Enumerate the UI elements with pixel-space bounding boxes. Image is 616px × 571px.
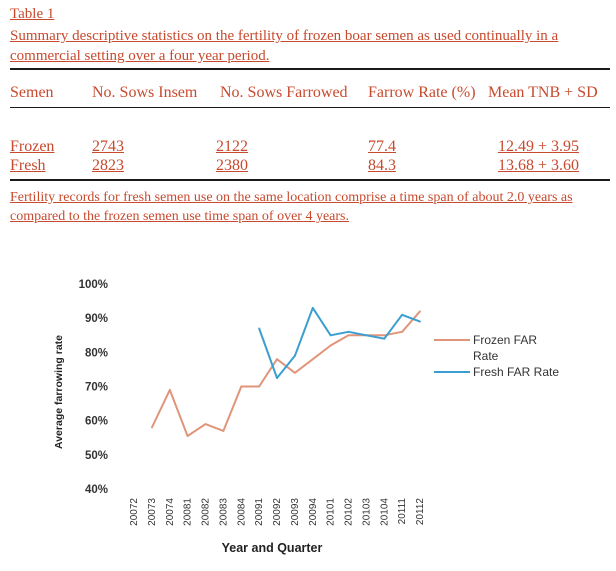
table-cell-r2-c2: 2823 (92, 157, 124, 174)
table-cell-r2-c4: 84.3 (368, 157, 396, 174)
frozen-data-point (401, 330, 403, 333)
fresh-data-point (365, 334, 368, 337)
frozen-data-point (151, 426, 153, 429)
table-header-rule (10, 107, 610, 108)
header-sows-insem: No. Sows Insem (92, 84, 198, 101)
frozen-data-point (186, 435, 189, 437)
x-tick-label: 20101 (326, 498, 337, 526)
x-tick-label: 20084 (236, 498, 247, 526)
chart-svg: 40%50%60%70%80%90%100% 20072 20073 20074 20… (53, 279, 559, 555)
fresh-data-point (383, 337, 386, 340)
table-cell-r2-c5: 13.68 + 3.60 (498, 157, 580, 174)
y-tick-label: 80% (85, 347, 108, 359)
table-title: Summary descriptive statistics on the fe… (10, 28, 559, 64)
x-tick-label: 20111 (397, 498, 408, 525)
header-sows-farrowed: No. Sows Farrowed (220, 84, 348, 101)
table-cell-r2-c3: 2380 (216, 157, 248, 174)
frozen-series-line (150, 310, 421, 437)
y-tick-label: 60% (85, 416, 108, 428)
frozen-data-point (240, 385, 243, 388)
chart-legend: Frozen FAR Rate Fresh FAR Rate (434, 333, 559, 379)
frozen-data-point (168, 389, 171, 391)
frozen-data-point (258, 385, 260, 388)
frozen-data-point (276, 358, 278, 361)
y-tick-label: 90% (85, 313, 108, 325)
y-tick-label: 50% (85, 450, 108, 462)
header-mean-tnb: Mean TNB + SD (488, 84, 598, 101)
farrowing-rate-chart: 40% 50% 60% 70% 80% 90% 100% 20072 20073 20074 20… (42, 262, 612, 562)
frozen-data-point (329, 344, 332, 347)
x-tick-label: 20074 (165, 498, 176, 526)
frozen-data-point (222, 430, 225, 432)
y-tick-label: 100% (79, 279, 108, 291)
table-cell-r1-c1: Frozen (10, 138, 55, 155)
frozen-data-point (204, 423, 207, 425)
fresh-data-point (347, 330, 350, 333)
x-tick-label: 20103 (361, 498, 372, 526)
table-cell-r1-c4: 77.4 (368, 138, 396, 155)
legend-frozen-label-2: Rate (473, 349, 499, 363)
x-tick-label: 20083 (218, 498, 229, 526)
frozen-data-point (311, 358, 314, 361)
fresh-data-point (329, 334, 332, 337)
fresh-data-point (276, 377, 278, 379)
fresh-data-point (401, 313, 403, 316)
y-axis-label: Average farrowing rate (53, 335, 65, 449)
legend-frozen-label-1: Frozen FAR (473, 333, 537, 347)
frozen-data-point (419, 310, 421, 313)
frozen-data-point (383, 334, 386, 337)
fresh-data-point (311, 307, 314, 309)
x-tick-label: 20092 (272, 498, 283, 526)
fresh-series-line (258, 306, 421, 379)
table-cell-r1-c2: 2743 (92, 138, 124, 155)
header-farrow-rate: Farrow Rate (%) (368, 84, 476, 101)
y-axis-ticks: 40% 50% 60% 70% 80% 90% 100% (79, 279, 108, 496)
table-cell-r1-c5: 12.49 + 3.95 (498, 138, 580, 155)
fresh-data-point (258, 327, 260, 330)
x-tick-label: 20094 (308, 498, 319, 526)
frozen-data-point (347, 334, 350, 337)
y-tick-label: 70% (85, 382, 108, 394)
table-bottom-rule (10, 179, 610, 181)
table-footnote: Fertility records for fresh semen use on… (10, 190, 573, 224)
legend-fresh-label: Fresh FAR Rate (473, 365, 559, 379)
header-semen: Semen (10, 84, 54, 101)
fresh-data-point (294, 354, 296, 357)
table-cell-r1-c3: 2122 (216, 138, 248, 155)
chart-lines (150, 306, 421, 437)
table-top-rule (10, 68, 610, 70)
table-cell-r2-c1: Fresh (10, 157, 46, 174)
y-tick-label: 40% (85, 484, 108, 496)
x-tick-label: 20073 (147, 498, 158, 526)
x-tick-label: 20112 (415, 498, 426, 526)
x-tick-label: 20102 (344, 498, 355, 526)
x-axis-ticks: 20072 20073 20074 20081 20082 20083 20084 20091… (129, 498, 426, 526)
table-label: Table 1 (10, 6, 55, 22)
x-tick-label: 20081 (183, 498, 194, 526)
x-axis-label: Year and Quarter (222, 541, 323, 555)
x-tick-label: 20091 (254, 498, 265, 526)
x-tick-label: 20082 (201, 498, 212, 526)
frozen-data-point (294, 371, 296, 374)
fresh-data-point (419, 320, 421, 323)
x-tick-label: 20104 (379, 498, 390, 526)
x-tick-label: 20072 (129, 498, 140, 526)
x-tick-label: 20093 (290, 498, 301, 526)
